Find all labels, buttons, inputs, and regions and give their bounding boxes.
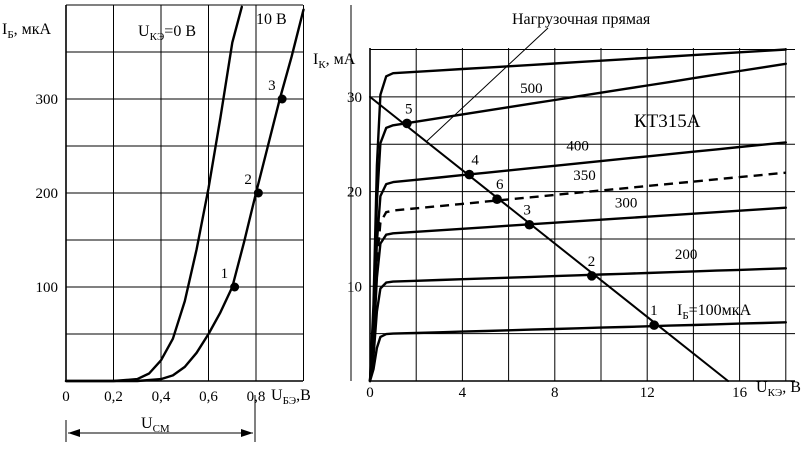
right-y-tick-label: 30 (347, 90, 362, 106)
load-line-path (369, 95, 730, 382)
right-point-label: 3 (523, 203, 531, 219)
right-point-5 (402, 118, 412, 129)
curve-label-uke-10: 10 В (256, 11, 287, 28)
left-y-tick-label: 100 (36, 280, 59, 296)
right-curves (368, 48, 787, 383)
u-cm-arrow-left (68, 429, 80, 437)
left-point-2 (253, 188, 263, 198)
right-points: 1 2 3 4 5 6 (402, 101, 659, 330)
left-point-label: 3 (268, 78, 276, 94)
right-grid (370, 48, 795, 381)
u-cm-label: UСМ (141, 415, 170, 435)
left-point-label: 2 (244, 172, 252, 188)
u-cm-arrow-right (241, 429, 253, 437)
right-point-label: 5 (405, 101, 413, 117)
ib-100-label: IБ=100мкА (677, 302, 752, 322)
right-y-tick-label: 10 (347, 279, 362, 295)
load-line-title: Нагрузочная прямая (512, 11, 651, 28)
left-curve-1 (64, 8, 305, 383)
right-point-3 (524, 219, 535, 230)
left-y-tick-label: 200 (36, 186, 59, 202)
output-curve-ib-500 (368, 62, 787, 383)
right-y-tick-label: 20 (347, 185, 362, 201)
left-xlabel: UБЭ,В (271, 387, 311, 407)
right-x-tick-label: 8 (551, 385, 559, 401)
output-curve-ib-200 (368, 267, 787, 383)
right-axes (369, 48, 795, 382)
right-x-tick-label: 0 (366, 385, 374, 401)
input-characteristics-chart: 0 0,2 0,4 0,6 0,8 100 200 300 1 2 3 IБ, мкА UБЭ,В… (2, 4, 352, 442)
curve-label-500: 500 (520, 81, 543, 97)
right-point-2 (586, 271, 597, 281)
right-point-label: 4 (471, 153, 479, 169)
output-curve-ib-600 (368, 48, 787, 383)
load-line-pointer (426, 27, 549, 142)
curve-label-uke-0: UКЭ=0 В (138, 23, 196, 43)
left-points: 1 2 3 (221, 78, 287, 292)
offset-voltage-dimension: UСМ (65, 395, 256, 442)
left-point-label: 1 (221, 266, 229, 282)
load-line (369, 95, 730, 382)
left-curves (64, 5, 305, 383)
curve-label-400: 400 (566, 138, 589, 154)
left-grid (66, 4, 352, 381)
left-tick-labels: 0 0,2 0,4 0,6 0,8 100 200 300 (36, 92, 266, 405)
curve-label-350: 350 (573, 168, 596, 184)
left-x-tick-label: 0,4 (152, 389, 171, 405)
right-point-label: 2 (588, 254, 596, 270)
left-point-1 (230, 282, 240, 292)
right-curve-labels: 200 300 350 400 500 (520, 81, 697, 263)
right-x-tick-label: 4 (459, 385, 467, 401)
left-ylabel: IБ, мкА (2, 21, 52, 41)
right-x-tick-label: 12 (640, 385, 655, 401)
right-ylabel: IК, мА (313, 51, 356, 71)
right-point-1 (649, 320, 659, 330)
left-x-tick-label: 0,6 (199, 389, 218, 405)
output-curve-ib-400 (368, 141, 787, 383)
curve-label-300: 300 (615, 195, 638, 211)
output-curve-ib-350 (368, 171, 786, 382)
curve-label-200: 200 (675, 247, 698, 263)
right-point-label: 6 (496, 177, 504, 193)
right-xlabel: UКЭ, В (756, 379, 801, 399)
transistor-label: КТ315А (634, 111, 701, 132)
left-y-tick-label: 300 (36, 92, 59, 108)
right-point-label: 1 (650, 303, 658, 319)
right-point-6 (492, 194, 502, 204)
output-curve-ib-100 (368, 321, 787, 383)
right-x-tick-label: 16 (732, 385, 748, 401)
left-x-tick-label: 0,8 (247, 389, 266, 405)
left-x-tick-label: 0 (62, 389, 70, 405)
right-point-4 (464, 169, 475, 180)
left-curve-0 (64, 5, 243, 383)
output-curve-ib-300 (368, 206, 787, 383)
left-x-tick-label: 0,2 (104, 389, 123, 405)
left-point-3 (277, 94, 287, 104)
